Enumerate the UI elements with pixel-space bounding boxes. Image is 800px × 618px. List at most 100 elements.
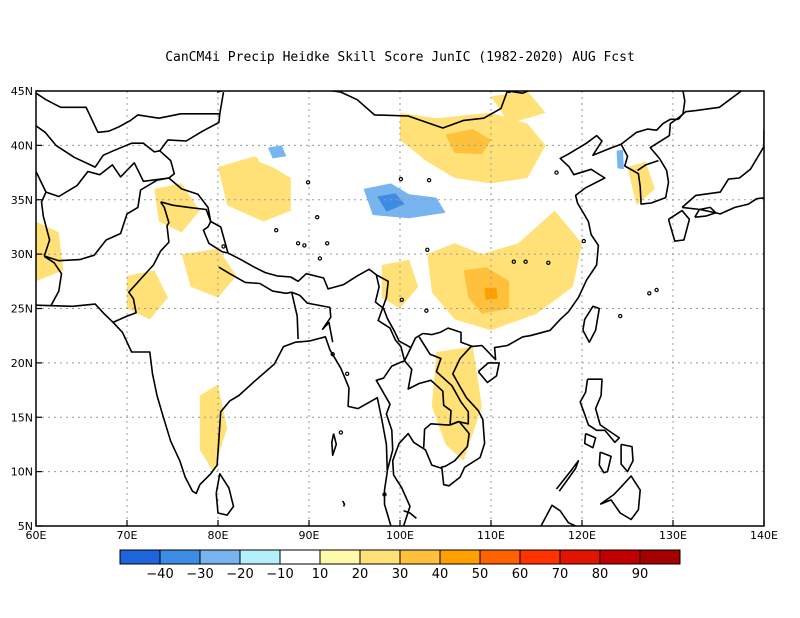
field-patch-korea-neg	[616, 149, 624, 170]
colorbar-label-1: −30	[186, 567, 213, 582]
islet-or-lake-26	[274, 227, 279, 233]
colorbar-swatch-12	[599, 549, 641, 565]
axis-ticks: 60E 70E 80E 90E 100E 110E 120E 130E 140E 5N 10N 15N…	[11, 85, 778, 542]
lon-tick-label-60: 60E	[26, 529, 47, 542]
lat-tick-label-15: 15N	[11, 411, 33, 424]
border-mongolia	[216, 91, 225, 93]
field-patch-s-china-pos-core	[484, 287, 498, 300]
field-patch-central-asia-neg	[36, 118, 91, 168]
colorbar-swatch-6	[359, 549, 401, 565]
field-patch-gobi-neg	[372, 91, 437, 113]
coast-nicobar	[341, 500, 346, 507]
border-cambodia	[422, 420, 470, 469]
islet-or-lake-22	[654, 287, 659, 293]
border-korea-dmz	[637, 159, 659, 172]
islet-or-lake-25	[315, 214, 320, 220]
map-title: CanCM4i Precip Heidke Skill Score JunIC …	[165, 50, 635, 65]
border-himalaya	[160, 201, 474, 349]
field-patch-myanmar-neg	[372, 341, 419, 439]
coast-samar-leyte	[620, 443, 634, 473]
field-patch-n-india-pos	[181, 248, 237, 298]
field-patch-indochina-pos	[431, 346, 482, 461]
border-pak-india	[112, 201, 170, 324]
border-afg-pak	[44, 177, 170, 262]
colorbar-label-11: 80	[592, 567, 609, 582]
islet-or-lake-17	[382, 492, 387, 497]
field-patch-tibet-pos	[218, 156, 291, 222]
islet-or-lake-5	[426, 177, 432, 183]
islet-or-lake-3	[317, 256, 323, 261]
colorbar-swatch-10	[519, 549, 561, 565]
lat-tick-label-35: 35N	[11, 194, 33, 207]
colorbar-label-5: 20	[352, 567, 369, 582]
lon-tick-label-120: 120E	[568, 529, 596, 542]
border-china-kashmir	[168, 177, 212, 222]
lat-lon-grid	[36, 91, 764, 526]
coast-sri-lanka	[215, 473, 235, 516]
coast-japan-honshu	[681, 129, 764, 215]
colorbar-label-8: 50	[472, 567, 489, 582]
field-patch-n-china-pos-core	[445, 129, 491, 155]
lat-tick-label-10: 10N	[11, 466, 33, 479]
islet-or-lake-4	[221, 244, 226, 249]
coast-visayas	[598, 451, 612, 474]
coast-luzon	[579, 378, 621, 444]
islet-or-lake-24	[305, 180, 311, 185]
coastlines-and-borders	[36, 80, 764, 526]
islet-or-lake-20	[330, 352, 335, 357]
lat-tick-label-5: 5N	[18, 520, 33, 533]
islet-or-lake-7	[554, 170, 559, 175]
lat-tick-label-40: 40N	[11, 139, 33, 152]
colorbar-label-2: −20	[226, 567, 253, 582]
coast-palawan	[555, 460, 580, 492]
lat-tick-label-45: 45N	[11, 85, 33, 98]
islet-or-lake-14	[424, 308, 429, 313]
lon-tick-label-80: 80E	[208, 529, 229, 542]
colorbar-swatch-2	[199, 549, 241, 565]
islet-or-lake-11	[581, 238, 587, 244]
islet-or-lake-0	[295, 241, 301, 246]
colorbar-swatch-0	[119, 549, 161, 565]
field-patch-deccan-pos	[199, 384, 228, 472]
lat-tick-label-20: 20N	[11, 357, 33, 370]
coast-arabian-sea	[36, 303, 392, 526]
field-patch-qinghai-neg-core	[377, 193, 405, 212]
colorbar-label-9: 60	[512, 567, 529, 582]
field-patch-manchuria-neg	[618, 91, 673, 113]
lon-tick-label-110: 110E	[477, 529, 505, 542]
border-turkmen	[36, 162, 170, 198]
colorbar-swatch-7	[399, 549, 441, 565]
coast-mindoro	[583, 432, 597, 449]
islet-or-lake-1	[302, 243, 307, 248]
colorbar-swatch-8	[439, 549, 481, 565]
border-china-nepal-w	[210, 220, 229, 254]
field-patch-tarim-neg-core	[268, 145, 287, 159]
border-myanmar-thai	[375, 274, 406, 471]
colorbar-label-10: 70	[552, 567, 569, 582]
colorbar-label-7: 40	[432, 567, 449, 582]
border-bangladesh	[291, 291, 334, 343]
islet-or-lake-23	[618, 313, 623, 319]
coast-gulf-thailand	[391, 91, 742, 526]
islet-or-lake-15	[399, 297, 404, 302]
field-patch-s-china-pos	[427, 210, 582, 331]
islet-or-lake-13	[279, 80, 282, 83]
border-russia-china	[677, 91, 686, 120]
islet-or-lake-18	[338, 430, 344, 435]
colorbar-label-3: −10	[266, 567, 293, 582]
colorbar: −40 −30 −20 −10 10 20 30 40 50 60 70 80 90	[119, 549, 681, 582]
lon-tick-label-130: 130E	[659, 529, 687, 542]
coast-mindanao	[599, 475, 641, 521]
colorbar-swatch-11	[559, 549, 601, 565]
coast-borneo-n	[540, 504, 576, 526]
field-patch-w-india-pos	[127, 270, 168, 320]
islet-or-lake-16	[425, 247, 430, 252]
border-kazakh	[36, 92, 220, 134]
coast-andaman	[331, 433, 338, 457]
border-thai-malay	[403, 510, 417, 520]
coast-japan-kyushu	[667, 209, 691, 242]
lat-tick-label-25: 25N	[11, 303, 33, 316]
islet-or-lake-19	[345, 371, 350, 376]
islet-or-lake-6	[398, 176, 404, 182]
